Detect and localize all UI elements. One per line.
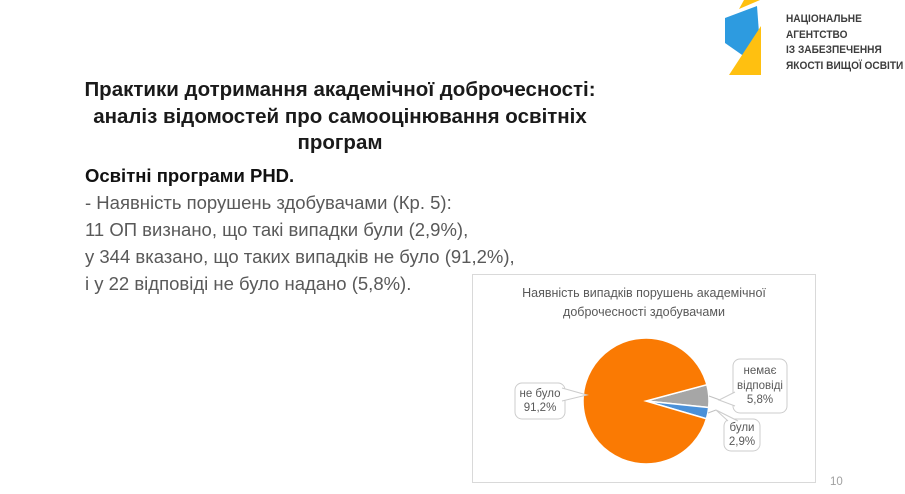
title-line-2: аналіз відомостей про самооцінювання осв… — [93, 104, 587, 155]
slide-title: Практики дотримання академічної доброчес… — [55, 77, 625, 157]
leader-line-no-answer — [708, 395, 721, 401]
callout-value: 5,8% — [746, 394, 774, 407]
callout-label: немає відповіді — [737, 365, 783, 392]
chart-title: Наявність випадків порушень академічної … — [522, 286, 766, 319]
body-line: і у 22 відповіді не було надано (5,8%). — [85, 273, 412, 294]
callout-buly — [715, 409, 761, 452]
chart-panel: Наявність випадків порушень академічної … — [472, 274, 816, 483]
logo-text-line: ІЗ ЗАБЕЗПЕЧЕННЯ — [786, 44, 882, 56]
body-text-block: Освітні програми PHD. - Наявність поруше… — [85, 162, 515, 297]
body-line: 11 ОП визнано, що такі випадки були (2,9… — [85, 219, 469, 240]
page-number: 10 — [830, 476, 843, 488]
body-line: у 344 вказано, що таких випадків не було… — [85, 246, 515, 267]
callout-ne-bulo — [514, 382, 589, 420]
body-heading: Освітні програми PHD. — [85, 165, 295, 186]
logo-text-line: ЯКОСТІ ВИЩОЇ ОСВІТИ — [786, 59, 904, 72]
callout-value: 2,9% — [728, 436, 756, 448]
leader-line-buly — [707, 409, 717, 414]
logo-text-line: НАЦІОНАЛЬНЕ — [786, 13, 862, 25]
pie-chart-svg — [514, 337, 788, 465]
callout-label: не було — [519, 387, 561, 400]
callout-ne-bulo-text: не було 91,2% — [515, 383, 565, 419]
pie-slices-group — [582, 337, 710, 465]
callout-label: були — [729, 421, 755, 434]
body-line: - Наявність порушень здобувачами (Кр. 5)… — [85, 192, 452, 213]
callout-no-answer-text: немає відповіді 5,8% — [733, 359, 787, 413]
callout-nemaie-vidpovidi — [717, 358, 788, 414]
naqa-flag-icon — [725, 0, 761, 75]
callout-value: 91,2% — [523, 402, 557, 414]
logo-text-line: АГЕНТСТВО — [786, 28, 848, 41]
title-line-1: Практики дотримання академічної доброчес… — [84, 78, 596, 101]
callout-buly-text: були 2,9% — [724, 419, 760, 451]
pie-slice-0 — [582, 337, 708, 465]
naqa-logo-text: НАЦІОНАЛЬНЕ АГЕНТСТВО ІЗ ЗАБЕЗПЕЧЕННЯ ЯК… — [786, 12, 903, 74]
